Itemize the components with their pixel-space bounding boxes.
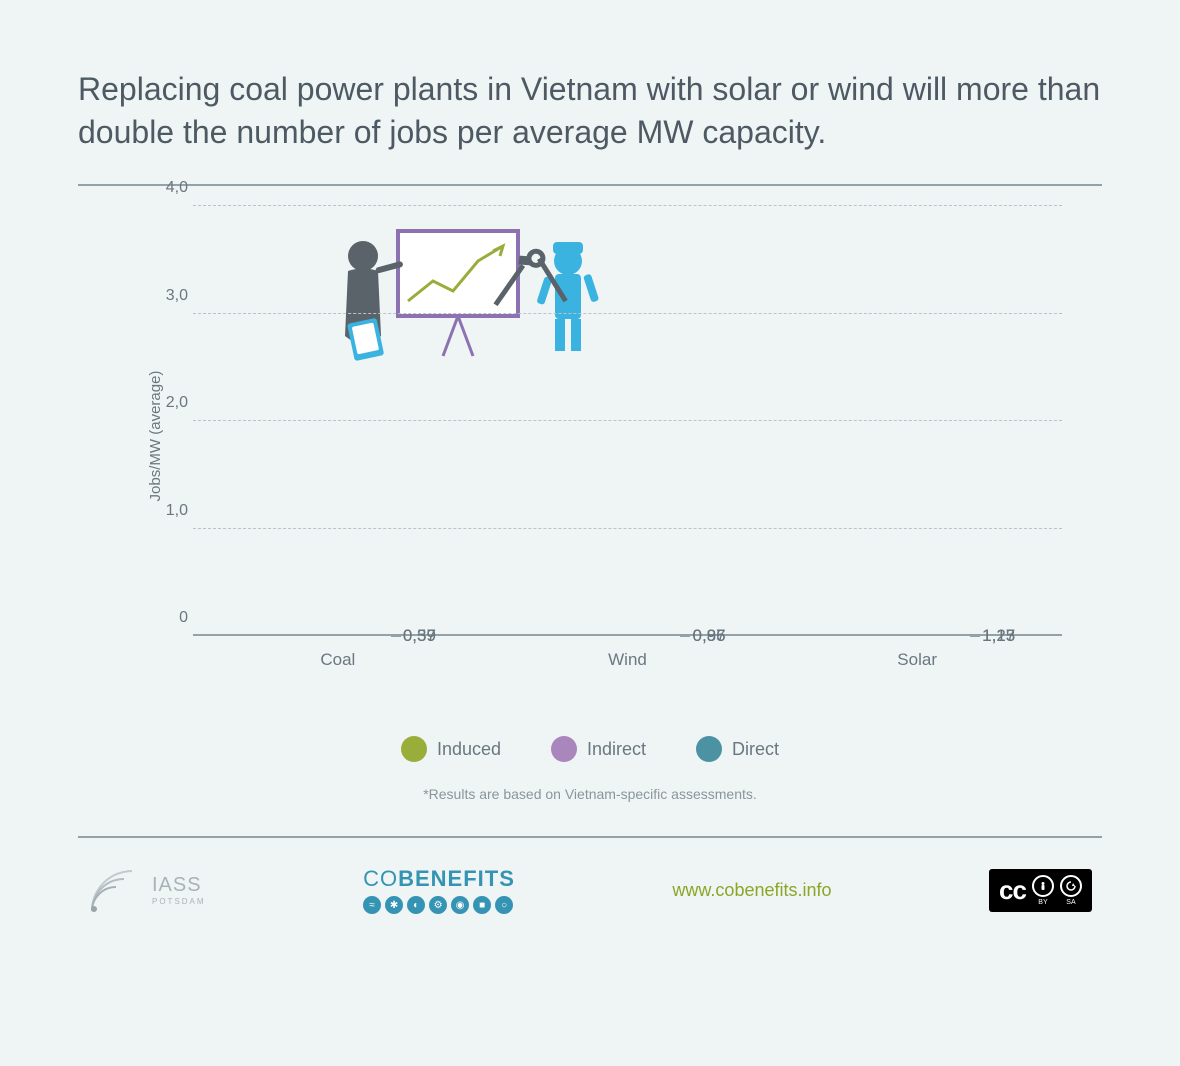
value-label: 0,39	[403, 626, 436, 646]
y-tick-label: 2,0	[148, 394, 188, 412]
legend-item-induced: Induced	[401, 736, 501, 762]
page-title: Replacing coal power plants in Vietnam w…	[78, 68, 1102, 154]
gridline	[193, 205, 1062, 206]
cb-icon: ⚙	[429, 896, 447, 914]
gridline	[193, 528, 1062, 529]
value-label: 1,13	[982, 626, 1015, 646]
value-label: 0,87	[692, 626, 725, 646]
cb-icon: ✱	[385, 896, 403, 914]
chart-section: Jobs/MW (average) 0,570,390,39Coal0,950,…	[78, 184, 1102, 914]
iass-arcs-icon	[88, 867, 144, 913]
infographic-container: Replacing coal power plants in Vietnam w…	[0, 0, 1180, 1066]
url-text: www.cobenefits.info	[672, 880, 831, 901]
y-tick-label: 3,0	[148, 287, 188, 305]
y-tick-label: 4,0	[148, 179, 188, 197]
gridline	[193, 313, 1062, 314]
legend-item-direct: Direct	[696, 736, 779, 762]
legend-label-indirect: Indirect	[587, 739, 646, 760]
cc-icon: cc	[999, 875, 1026, 906]
cobenefits-logo: COBENEFITS ≈ ✱ ◐ ⚙ ◉ ■ ○	[363, 866, 515, 914]
legend-label-direct: Direct	[732, 739, 779, 760]
cc-license-badge: cc BY SA	[989, 869, 1092, 912]
cb-icon: ≈	[363, 896, 381, 914]
x-tick-label: Coal	[320, 650, 355, 670]
bars-container: 0,570,390,39Coal0,950,960,87Wind1,151,27…	[193, 206, 1062, 636]
x-tick-label: Solar	[897, 650, 937, 670]
legend: Induced Indirect Direct	[78, 736, 1102, 762]
y-axis-label: Jobs/MW (average)	[147, 371, 164, 502]
swatch-direct	[696, 736, 722, 762]
cb-icon: ○	[495, 896, 513, 914]
cobenefits-co: CO	[363, 866, 398, 891]
footer: IASS POTSDAM COBENEFITS ≈ ✱ ◐ ⚙ ◉ ■	[78, 866, 1102, 914]
chart-area: Jobs/MW (average) 0,570,390,39Coal0,950,…	[148, 206, 1062, 666]
cc-sa-icon	[1060, 875, 1082, 897]
cb-icon: ■	[473, 896, 491, 914]
swatch-induced	[401, 736, 427, 762]
footer-divider	[78, 836, 1102, 838]
cobenefits-rest: BENEFITS	[398, 866, 515, 891]
cc-sa-label: SA	[1060, 899, 1082, 906]
cobenefits-icons: ≈ ✱ ◐ ⚙ ◉ ■ ○	[363, 896, 515, 914]
x-tick-label: Wind	[608, 650, 647, 670]
iass-logo: IASS POTSDAM	[88, 867, 206, 913]
cc-by-icon	[1032, 875, 1054, 897]
legend-label-induced: Induced	[437, 739, 501, 760]
swatch-indirect	[551, 736, 577, 762]
iass-subtext: POTSDAM	[152, 897, 206, 906]
legend-item-indirect: Indirect	[551, 736, 646, 762]
gridline	[193, 420, 1062, 421]
cb-icon: ◉	[451, 896, 469, 914]
cc-by-label: BY	[1032, 899, 1054, 906]
iass-text: IASS	[152, 874, 206, 897]
footnote: *Results are based on Vietnam-specific a…	[78, 786, 1102, 802]
y-tick-label: 1,0	[148, 502, 188, 520]
y-tick-label: 0	[148, 609, 188, 627]
inner-panel: Replacing coal power plants in Vietnam w…	[28, 28, 1152, 1038]
plot-area: 0,570,390,39Coal0,950,960,87Wind1,151,27…	[193, 206, 1062, 636]
cb-icon: ◐	[407, 896, 425, 914]
